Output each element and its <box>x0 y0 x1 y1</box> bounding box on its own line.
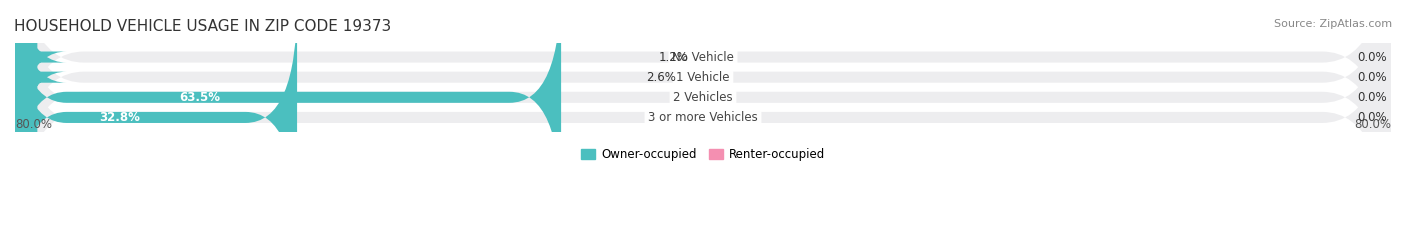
Text: 32.8%: 32.8% <box>100 111 141 124</box>
FancyBboxPatch shape <box>15 0 561 212</box>
Text: 0.0%: 0.0% <box>1357 71 1386 84</box>
FancyBboxPatch shape <box>15 0 1391 233</box>
Text: 80.0%: 80.0% <box>1354 117 1391 130</box>
Text: Source: ZipAtlas.com: Source: ZipAtlas.com <box>1274 19 1392 29</box>
Text: 1 Vehicle: 1 Vehicle <box>676 71 730 84</box>
FancyBboxPatch shape <box>15 0 1391 212</box>
Text: 2 Vehicles: 2 Vehicles <box>673 91 733 104</box>
Text: 0.0%: 0.0% <box>1357 91 1386 104</box>
Text: 80.0%: 80.0% <box>15 117 52 130</box>
FancyBboxPatch shape <box>15 0 1391 233</box>
Text: 2.6%: 2.6% <box>647 71 676 84</box>
FancyBboxPatch shape <box>0 0 66 192</box>
Text: 1.2%: 1.2% <box>658 51 689 64</box>
Text: 0.0%: 0.0% <box>1357 111 1386 124</box>
Legend: Owner-occupied, Renter-occupied: Owner-occupied, Renter-occupied <box>576 143 830 165</box>
Text: No Vehicle: No Vehicle <box>672 51 734 64</box>
FancyBboxPatch shape <box>15 0 1391 233</box>
Text: HOUSEHOLD VEHICLE USAGE IN ZIP CODE 19373: HOUSEHOLD VEHICLE USAGE IN ZIP CODE 1937… <box>14 19 391 34</box>
Text: 3 or more Vehicles: 3 or more Vehicles <box>648 111 758 124</box>
FancyBboxPatch shape <box>0 0 66 172</box>
Text: 63.5%: 63.5% <box>179 91 219 104</box>
Text: 0.0%: 0.0% <box>1357 51 1386 64</box>
FancyBboxPatch shape <box>15 2 297 233</box>
